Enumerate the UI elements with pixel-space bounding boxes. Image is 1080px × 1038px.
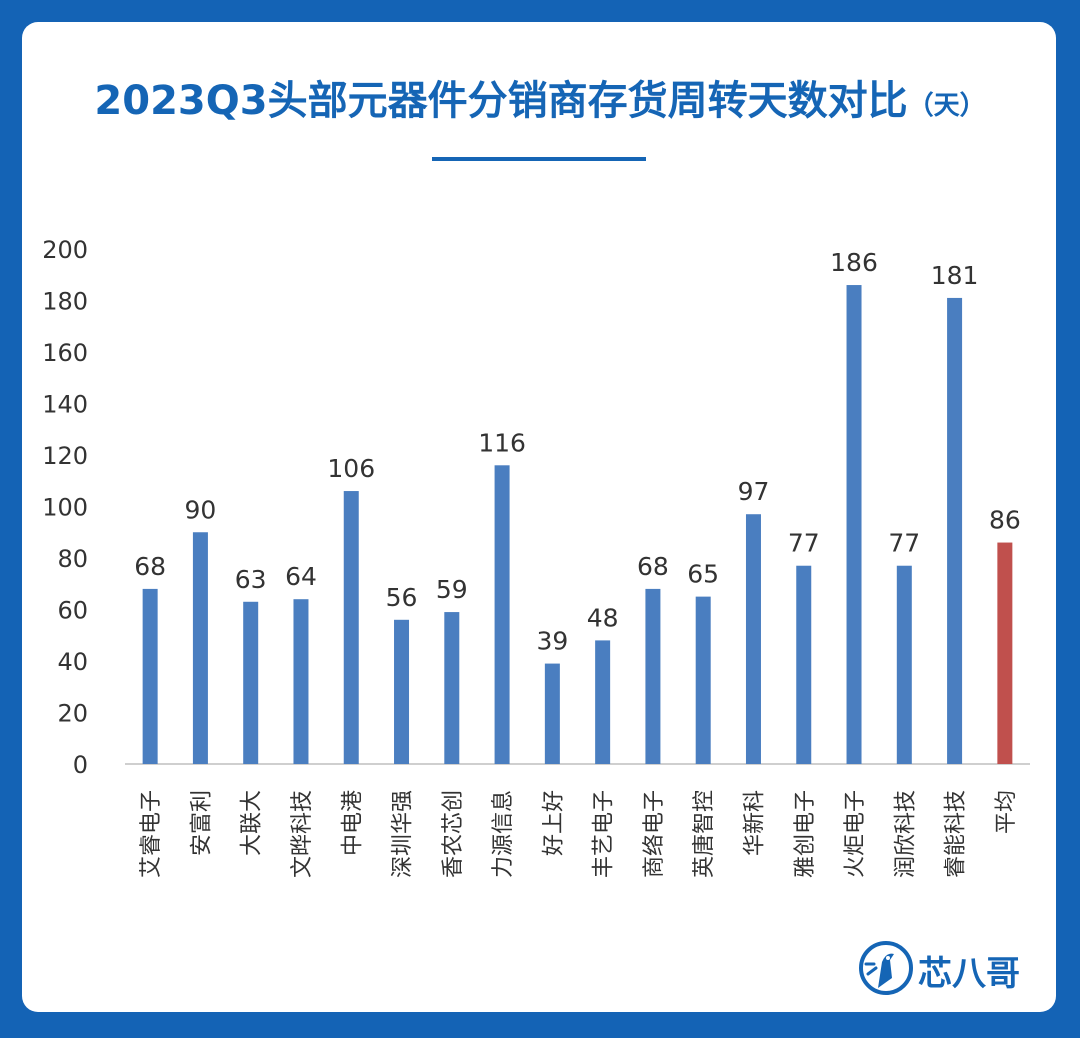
data-label: 186 bbox=[830, 248, 878, 277]
bar bbox=[343, 491, 359, 764]
data-label: 56 bbox=[386, 583, 418, 612]
bar bbox=[293, 599, 309, 764]
x-tick-label: 文晔科技 bbox=[290, 790, 315, 878]
bar bbox=[695, 596, 711, 764]
y-tick-label: 120 bbox=[42, 442, 88, 470]
data-label: 77 bbox=[888, 529, 920, 558]
y-tick-label: 80 bbox=[57, 545, 88, 573]
title-underline bbox=[432, 157, 646, 161]
data-label: 116 bbox=[478, 428, 526, 457]
data-label: 77 bbox=[788, 529, 820, 558]
x-tick-label: 商络电子 bbox=[642, 790, 667, 878]
bar bbox=[192, 532, 208, 764]
data-label: 181 bbox=[931, 261, 979, 290]
y-tick-label: 100 bbox=[42, 494, 88, 522]
bar bbox=[142, 588, 158, 764]
bar bbox=[745, 514, 761, 764]
data-label: 86 bbox=[989, 506, 1021, 535]
x-tick-label: 深圳华强 bbox=[391, 790, 416, 878]
y-tick-label: 60 bbox=[57, 597, 88, 625]
bar bbox=[394, 619, 410, 764]
data-label: 48 bbox=[587, 603, 619, 632]
bar bbox=[997, 542, 1013, 764]
x-tick-label: 英唐智控 bbox=[692, 790, 717, 878]
y-tick-label: 140 bbox=[42, 391, 88, 419]
x-tick-label: 安富利 bbox=[189, 790, 214, 856]
x-tick-label: 香农芯创 bbox=[441, 790, 466, 878]
logo-text: 芯八哥 bbox=[918, 954, 1020, 994]
bar bbox=[846, 285, 862, 764]
data-label: 65 bbox=[687, 560, 719, 589]
chart-title: 2023Q3头部元器件分销商存货周转天数对比（天） bbox=[0, 68, 1080, 126]
bar bbox=[444, 612, 460, 764]
y-tick-label: 200 bbox=[42, 236, 88, 264]
bird-logo-icon bbox=[859, 941, 913, 995]
data-label: 63 bbox=[235, 565, 267, 594]
x-tick-label: 睿能科技 bbox=[944, 790, 969, 878]
data-label: 106 bbox=[327, 454, 375, 483]
data-label: 59 bbox=[436, 575, 468, 604]
y-tick-label: 40 bbox=[57, 648, 88, 676]
bar bbox=[494, 465, 510, 764]
x-tick-label: 雅创电子 bbox=[793, 790, 818, 878]
x-tick-label: 力源信息 bbox=[491, 790, 516, 878]
bar bbox=[595, 640, 611, 764]
bar bbox=[544, 663, 560, 764]
data-label: 64 bbox=[285, 562, 317, 591]
bar bbox=[645, 588, 661, 764]
y-tick-label: 20 bbox=[57, 700, 88, 728]
x-tick-label: 好上好 bbox=[541, 790, 566, 856]
y-tick-label: 180 bbox=[42, 288, 88, 316]
bar bbox=[947, 297, 963, 764]
bar bbox=[896, 565, 912, 764]
x-tick-label: 润欣科技 bbox=[893, 790, 918, 878]
brand-logo: 芯八哥 bbox=[858, 938, 1048, 1002]
x-tick-label: 平均 bbox=[994, 790, 1019, 834]
data-label: 68 bbox=[134, 552, 166, 581]
x-tick-label: 大联大 bbox=[240, 790, 265, 856]
y-tick-label: 0 bbox=[73, 751, 88, 779]
data-label: 68 bbox=[637, 552, 669, 581]
x-tick-label: 丰艺电子 bbox=[592, 790, 617, 878]
x-tick-label: 中电港 bbox=[340, 790, 365, 856]
chart-card bbox=[22, 22, 1056, 1012]
y-tick-label: 160 bbox=[42, 339, 88, 367]
unit-text: （天） bbox=[907, 91, 986, 121]
data-label: 97 bbox=[738, 477, 770, 506]
data-label: 39 bbox=[536, 627, 568, 656]
x-tick-label: 艾睿电子 bbox=[139, 790, 164, 878]
x-tick-label: 火炬电子 bbox=[843, 790, 868, 878]
data-label: 90 bbox=[185, 495, 217, 524]
bar bbox=[243, 601, 259, 764]
bar bbox=[796, 565, 812, 764]
title-text: 2023Q3头部元器件分销商存货周转天数对比 bbox=[94, 78, 908, 124]
x-tick-label: 华新科 bbox=[742, 790, 767, 856]
